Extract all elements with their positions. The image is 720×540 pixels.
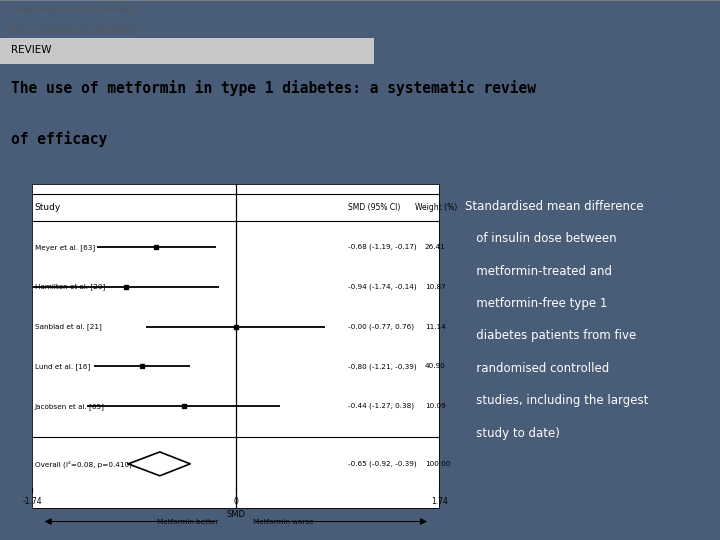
Text: Metformin better: Metformin better <box>157 518 218 524</box>
Text: metformin-free type 1: metformin-free type 1 <box>465 297 607 310</box>
Text: -0.00 (-0.77, 0.76): -0.00 (-0.77, 0.76) <box>348 323 414 330</box>
Text: Diabetologia (2010) 53:869–880: Diabetologia (2010) 53:869–880 <box>11 5 135 14</box>
Text: of efficacy: of efficacy <box>11 131 107 147</box>
Text: Metformin worse: Metformin worse <box>253 518 314 524</box>
Text: 10.87: 10.87 <box>425 284 446 290</box>
Text: REVIEW: REVIEW <box>11 45 51 55</box>
Text: diabetes patients from five: diabetes patients from five <box>465 329 636 342</box>
Text: of insulin dose between: of insulin dose between <box>465 232 616 245</box>
Text: metformin-treated and: metformin-treated and <box>465 265 612 278</box>
Text: -0.68 (-1.19, -0.17): -0.68 (-1.19, -0.17) <box>348 244 416 251</box>
Text: randomised controlled: randomised controlled <box>465 362 609 375</box>
Text: 26.41: 26.41 <box>425 244 446 250</box>
Text: -0.44 (-1.27, 0.38): -0.44 (-1.27, 0.38) <box>348 403 414 409</box>
Text: -0.65 (-0.92, -0.39): -0.65 (-0.92, -0.39) <box>348 461 416 467</box>
Text: SMD: SMD <box>226 510 246 518</box>
Bar <box>0 38 374 64</box>
Text: Meyer et al. [63]: Meyer et al. [63] <box>35 244 95 251</box>
Text: Lund et al. [16]: Lund et al. [16] <box>35 363 90 370</box>
Text: 0: 0 <box>233 497 238 506</box>
Text: studies, including the largest: studies, including the largest <box>465 394 648 407</box>
Text: The use of metformin in type 1 diabetes: a systematic review: The use of metformin in type 1 diabetes:… <box>11 79 536 96</box>
Text: Jacobsen et al. [65]: Jacobsen et al. [65] <box>35 403 104 410</box>
Text: Sanblad et al. [21]: Sanblad et al. [21] <box>35 323 102 330</box>
Text: study to date): study to date) <box>465 427 559 440</box>
Text: DOI 10.1007/s00125-009-1636-9: DOI 10.1007/s00125-009-1636-9 <box>11 25 136 35</box>
Text: Standardised mean difference: Standardised mean difference <box>465 200 644 213</box>
Text: Hamilton et al. [20]: Hamilton et al. [20] <box>35 284 105 291</box>
Text: 1.74: 1.74 <box>431 497 448 506</box>
Text: 40.90: 40.90 <box>425 363 446 369</box>
Text: -1.74: -1.74 <box>22 497 42 506</box>
Text: SMD (95% CI): SMD (95% CI) <box>348 203 400 212</box>
Text: 100.00: 100.00 <box>425 461 450 467</box>
Text: 10.09: 10.09 <box>425 403 446 409</box>
Text: -0.94 (-1.74, -0.14): -0.94 (-1.74, -0.14) <box>348 284 416 290</box>
Text: Overall (I²=0.08, p=0.410): Overall (I²=0.08, p=0.410) <box>35 460 132 468</box>
Text: -0.80 (-1.21, -0.39): -0.80 (-1.21, -0.39) <box>348 363 416 370</box>
Text: Weight (%): Weight (%) <box>415 203 457 212</box>
Text: Study: Study <box>35 203 61 212</box>
Text: 11.14: 11.14 <box>425 323 446 330</box>
